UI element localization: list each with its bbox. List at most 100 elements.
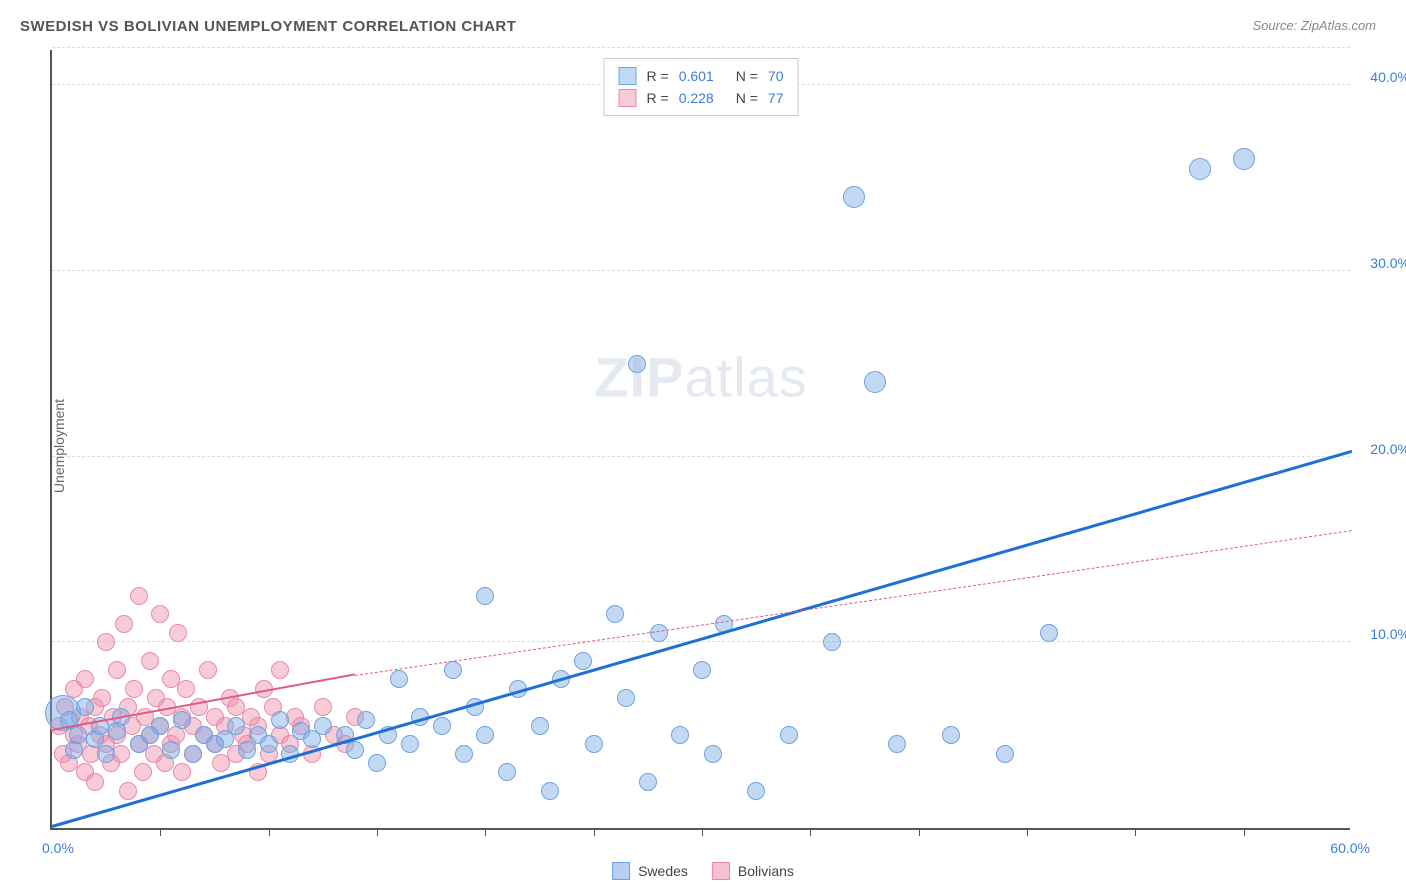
marker-swedes (368, 754, 386, 772)
marker-swedes (476, 587, 494, 605)
gridline (52, 47, 1350, 48)
marker-swedes (455, 745, 473, 763)
x-origin-label: 0.0% (42, 840, 74, 856)
marker-swedes (227, 717, 245, 735)
n-value-bolivians: 77 (768, 90, 784, 106)
gridline (52, 456, 1350, 457)
stats-row-bolivians: R = 0.228 N = 77 (619, 87, 784, 109)
x-tick (810, 828, 811, 836)
marker-swedes (704, 745, 722, 763)
marker-swedes (843, 186, 865, 208)
trendline-bolivians-dashed (355, 530, 1352, 676)
marker-swedes (357, 711, 375, 729)
legend-swatch-bolivians (712, 862, 730, 880)
marker-swedes (390, 670, 408, 688)
marker-bolivians (177, 680, 195, 698)
x-tick (919, 828, 920, 836)
marker-bolivians (93, 689, 111, 707)
marker-bolivians (271, 661, 289, 679)
legend-item-swedes: Swedes (612, 862, 688, 880)
marker-bolivians (97, 633, 115, 651)
marker-swedes (780, 726, 798, 744)
marker-swedes (617, 689, 635, 707)
x-tick (485, 828, 486, 836)
marker-swedes (996, 745, 1014, 763)
r-label: R = (647, 90, 669, 106)
marker-bolivians (119, 782, 137, 800)
r-label: R = (647, 68, 669, 84)
marker-bolivians (86, 773, 104, 791)
marker-swedes (173, 711, 191, 729)
gridline (52, 270, 1350, 271)
swatch-bolivians (619, 89, 637, 107)
marker-swedes (1233, 148, 1255, 170)
x-max-label: 60.0% (1330, 840, 1370, 856)
r-value-swedes: 0.601 (679, 68, 714, 84)
marker-bolivians (130, 587, 148, 605)
marker-swedes (476, 726, 494, 744)
y-tick-label: 20.0% (1370, 441, 1406, 457)
marker-swedes (184, 745, 202, 763)
x-tick (160, 828, 161, 836)
legend-label-swedes: Swedes (638, 863, 688, 879)
marker-bolivians (134, 763, 152, 781)
marker-swedes (444, 661, 462, 679)
x-tick (377, 828, 378, 836)
marker-bolivians (108, 661, 126, 679)
y-tick-label: 10.0% (1370, 626, 1406, 642)
legend-item-bolivians: Bolivians (712, 862, 794, 880)
chart-title: SWEDISH VS BOLIVIAN UNEMPLOYMENT CORRELA… (20, 18, 516, 35)
marker-swedes (639, 773, 657, 791)
marker-swedes (271, 711, 289, 729)
source-attribution: Source: ZipAtlas.com (1252, 18, 1376, 33)
legend-swatch-swedes (612, 862, 630, 880)
marker-swedes (942, 726, 960, 744)
x-tick (594, 828, 595, 836)
marker-swedes (151, 717, 169, 735)
gridline (52, 641, 1350, 642)
chart-container: SWEDISH VS BOLIVIAN UNEMPLOYMENT CORRELA… (0, 0, 1406, 892)
marker-swedes (585, 735, 603, 753)
marker-swedes (1189, 158, 1211, 180)
swatch-swedes (619, 67, 637, 85)
n-label: N = (736, 68, 758, 84)
marker-bolivians (151, 605, 169, 623)
marker-swedes (346, 741, 364, 759)
marker-swedes (747, 782, 765, 800)
legend-label-bolivians: Bolivians (738, 863, 794, 879)
marker-swedes (238, 741, 256, 759)
stats-row-swedes: R = 0.601 N = 70 (619, 65, 784, 87)
marker-bolivians (169, 624, 187, 642)
marker-swedes (76, 698, 94, 716)
marker-swedes (650, 624, 668, 642)
x-tick (1135, 828, 1136, 836)
y-tick-label: 30.0% (1370, 255, 1406, 271)
watermark-light: atlas (684, 345, 807, 408)
marker-swedes (671, 726, 689, 744)
plot-area: ZIPatlas R = 0.601 N = 70 R = 0.228 N = … (50, 50, 1350, 830)
marker-swedes (574, 652, 592, 670)
marker-bolivians (141, 652, 159, 670)
n-value-swedes: 70 (768, 68, 784, 84)
marker-swedes (401, 735, 419, 753)
stats-legend: R = 0.601 N = 70 R = 0.228 N = 77 (604, 58, 799, 116)
marker-bolivians (199, 661, 217, 679)
x-tick (1027, 828, 1028, 836)
marker-swedes (69, 726, 87, 744)
marker-swedes (162, 741, 180, 759)
marker-swedes (531, 717, 549, 735)
series-legend: Swedes Bolivians (612, 862, 794, 880)
r-value-bolivians: 0.228 (679, 90, 714, 106)
marker-bolivians (173, 763, 191, 781)
n-label: N = (736, 90, 758, 106)
marker-swedes (314, 717, 332, 735)
marker-swedes (433, 717, 451, 735)
trendline-swedes (52, 450, 1353, 828)
x-tick (1244, 828, 1245, 836)
marker-swedes (628, 355, 646, 373)
marker-swedes (1040, 624, 1058, 642)
marker-bolivians (115, 615, 133, 633)
marker-swedes (864, 371, 886, 393)
marker-swedes (498, 763, 516, 781)
marker-swedes (260, 735, 278, 753)
